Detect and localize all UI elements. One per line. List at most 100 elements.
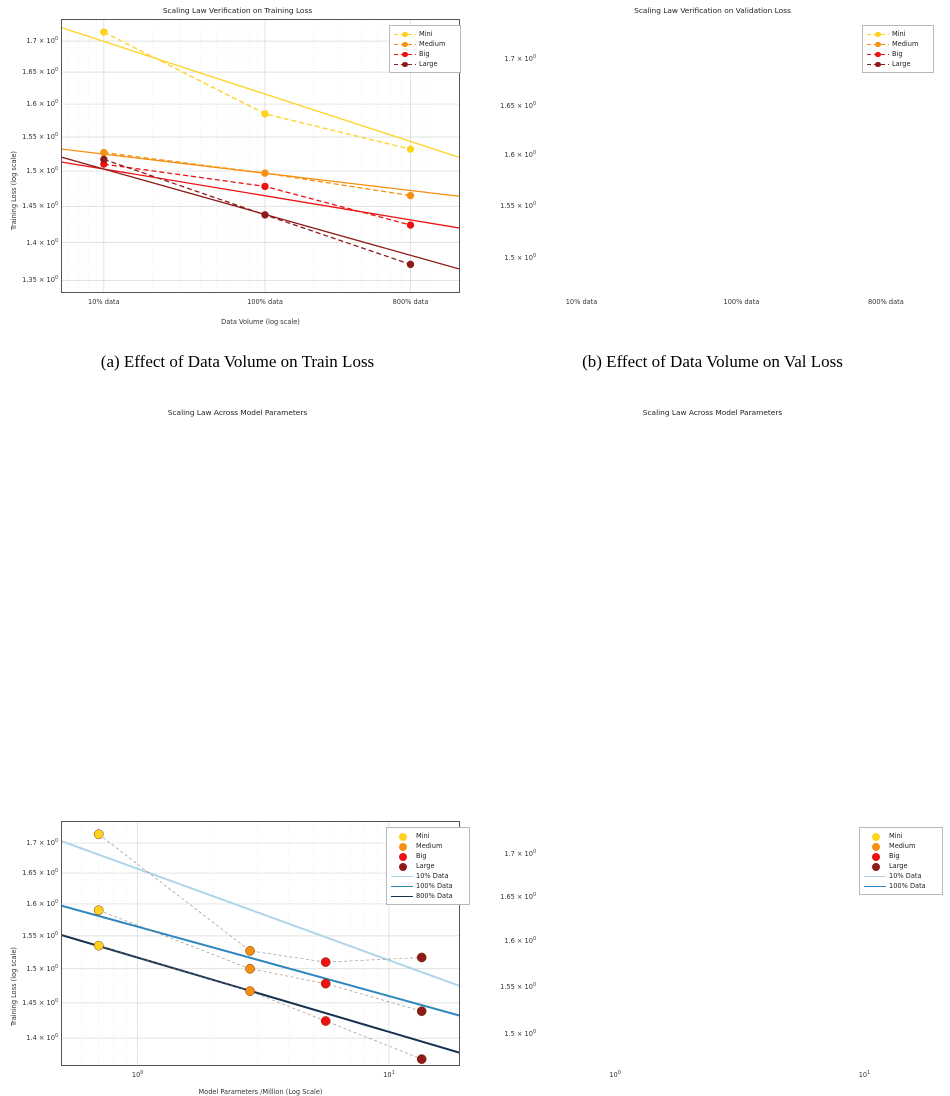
legend-swatch-icon	[864, 862, 886, 871]
legend-swatch-icon	[394, 40, 416, 49]
y-tick-label: 1.35 × 100	[22, 276, 58, 285]
legend-label: Mini	[889, 832, 903, 840]
legend-swatch-icon	[394, 30, 416, 39]
legend-label: Big	[892, 50, 903, 58]
legend-item[interactable]: 10% Data	[391, 871, 465, 881]
legend-label: Large	[889, 862, 908, 870]
panel-c-params-train: Scaling Law Across Model Parameters Trai…	[0, 400, 475, 1096]
legend-label: 100% Data	[889, 882, 926, 890]
legend-item[interactable]: Large	[394, 59, 456, 69]
legend-item[interactable]: Mini	[867, 29, 929, 39]
legend-label: Medium	[892, 40, 919, 48]
legend-label: 800% Data	[416, 892, 453, 900]
legend-item[interactable]: Big	[391, 851, 465, 861]
legend-item[interactable]: 800% Data	[391, 891, 465, 901]
legend-item[interactable]: Large	[867, 59, 929, 69]
x-tick-label: 800% data	[392, 298, 429, 306]
panel-d-title: Scaling Law Across Model Parameters	[642, 408, 783, 417]
y-tick-label: 1.6 × 100	[26, 100, 58, 109]
legend-label: Mini	[892, 30, 906, 38]
panel-a-ylabel: Training Loss (log scale)	[10, 151, 18, 230]
legend-swatch-icon	[867, 60, 889, 69]
legend-label: Big	[416, 852, 427, 860]
legend-label: Big	[419, 50, 430, 58]
panel-c-title: Scaling Law Across Model Parameters	[167, 408, 308, 417]
chart-legend[interactable]: Mini Medium Big Large 10% Data 100% Data	[859, 827, 943, 895]
x-tick-label: 101	[858, 1071, 871, 1080]
legend-item[interactable]: Medium	[394, 39, 456, 49]
x-tick-label: 101	[383, 1071, 395, 1080]
legend-item[interactable]: Large	[864, 861, 938, 871]
legend-label: 10% Data	[889, 872, 922, 880]
legend-swatch-icon	[394, 50, 416, 59]
legend-label: Medium	[416, 842, 443, 850]
legend-label: 100% Data	[416, 882, 453, 890]
panel-c-ylabel: Training Loss (log scale)	[10, 947, 18, 1026]
x-tick-label: 10% data	[88, 298, 120, 306]
legend-label: Large	[892, 60, 911, 68]
y-tick-label: 1.55 × 100	[500, 982, 536, 991]
panel-a-xlabel: Data Volume (log scale)	[221, 318, 300, 326]
y-tick-label: 1.45 × 100	[22, 998, 58, 1008]
legend-swatch-icon	[391, 832, 413, 841]
caption-a: (a) Effect of Data Volume on Train Loss	[100, 352, 375, 371]
y-tick-label: 1.6 × 100	[504, 151, 536, 160]
legend-item[interactable]: 100% Data	[864, 881, 938, 891]
chart-legend[interactable]: Mini Medium Big Large	[389, 25, 461, 73]
legend-swatch-icon	[391, 862, 413, 871]
x-tick-label: 100% data	[247, 298, 283, 306]
chart-legend[interactable]: Mini Medium Big Large	[862, 25, 934, 73]
y-tick-label: 1.7 × 100	[26, 839, 58, 848]
y-tick-label: 1.5 × 100	[26, 964, 58, 973]
legend-swatch-icon	[394, 60, 416, 69]
legend-item[interactable]: Mini	[394, 29, 456, 39]
legend-item[interactable]: Big	[864, 851, 938, 861]
legend-swatch-icon	[864, 842, 886, 851]
panel-b-title: Scaling Law Verification on Validation L…	[634, 6, 791, 15]
legend-item[interactable]: Medium	[391, 841, 465, 851]
legend-swatch-icon	[391, 892, 413, 901]
legend-swatch-icon	[864, 882, 886, 891]
legend-swatch-icon	[864, 872, 886, 881]
legend-swatch-icon	[867, 40, 889, 49]
y-tick-label: 1.65 × 100	[22, 869, 58, 878]
legend-label: Mini	[416, 832, 430, 840]
y-tick-label: 1.65 × 100	[500, 102, 536, 111]
legend-item[interactable]: Mini	[391, 831, 465, 841]
legend-item[interactable]: Medium	[864, 841, 938, 851]
panel-b-val-loss: Scaling Law Verification on Validation L…	[475, 0, 950, 306]
y-tick-label: 1.4 × 100	[26, 1034, 58, 1043]
x-tick-label: 800% data	[867, 298, 904, 306]
legend-label: Big	[889, 852, 900, 860]
y-tick-label: 1.6 × 100	[26, 899, 58, 909]
legend-label: Mini	[419, 30, 433, 38]
y-tick-label: 1.7 × 100	[504, 54, 536, 63]
caption-b: (b) Effect of Data Volume on Val Loss	[582, 352, 843, 371]
legend-item[interactable]: Big	[867, 49, 929, 59]
chart-legend[interactable]: Mini Medium Big Large 10% Data 100% Data 800% …	[386, 827, 470, 905]
x-tick-label: 100% data	[723, 298, 760, 306]
legend-item[interactable]: Big	[394, 49, 456, 59]
legend-swatch-icon	[867, 50, 889, 59]
y-tick-label: 1.65 × 100	[500, 892, 536, 901]
panel-a-title: Scaling Law Verification on Training Los…	[162, 6, 313, 15]
y-tick-label: 1.5 × 100	[504, 1029, 536, 1039]
legend-swatch-icon	[391, 842, 413, 851]
legend-item[interactable]: 100% Data	[391, 881, 465, 891]
legend-item[interactable]: 10% Data	[864, 871, 938, 881]
y-tick-label: 1.7 × 100	[504, 849, 536, 858]
legend-item[interactable]: Large	[391, 861, 465, 871]
panel-a-train-loss: Scaling Law Verification on Training Los…	[0, 0, 475, 326]
panel-d-params-val: Scaling Law Across Model Parameters Vali…	[475, 400, 950, 1079]
y-tick-label: 1.55 × 100	[500, 201, 536, 210]
panel-c-xlabel: Model Parameters /Million (Log Scale)	[198, 1088, 323, 1096]
legend-label: Large	[419, 60, 438, 68]
legend-label: 10% Data	[416, 872, 449, 880]
y-tick-label: 1.5 × 100	[26, 167, 58, 176]
x-tick-label: 100	[609, 1071, 621, 1080]
legend-label: Large	[416, 862, 435, 870]
x-tick-label: 10% data	[565, 298, 598, 306]
legend-item[interactable]: Mini	[864, 831, 938, 841]
legend-item[interactable]: Medium	[867, 39, 929, 49]
